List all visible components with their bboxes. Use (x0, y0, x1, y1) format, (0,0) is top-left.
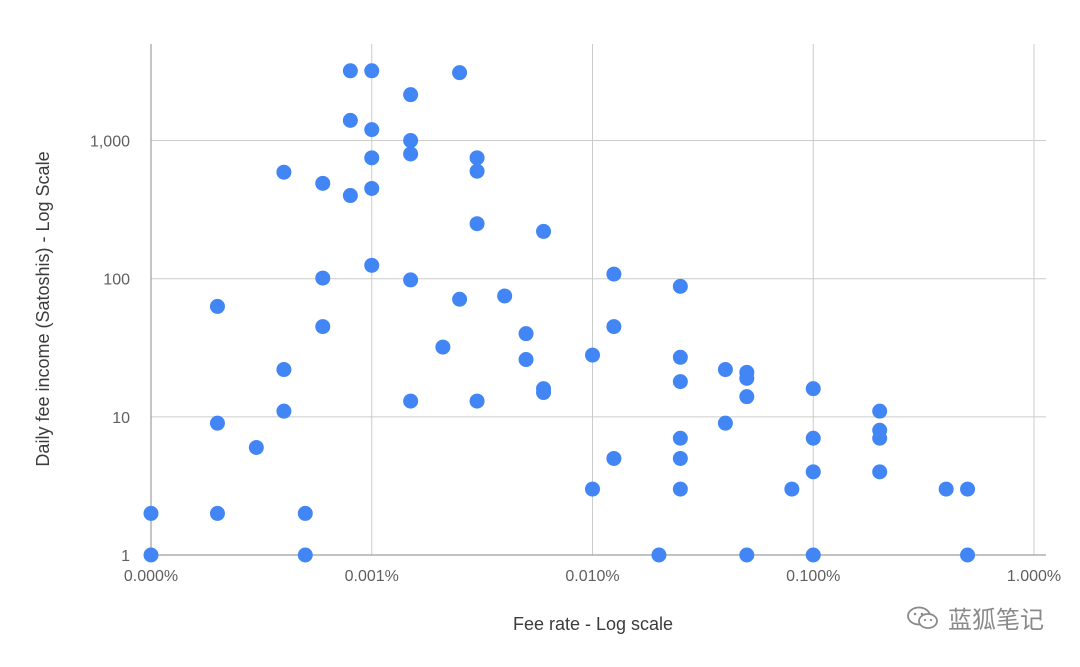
watermark-text: 蓝狐笔记 (948, 606, 1044, 634)
data-point (209, 505, 225, 521)
watermark: 蓝狐笔记 (906, 600, 1044, 635)
y-tick-label: 100 (103, 272, 130, 289)
data-point (364, 122, 380, 138)
data-point (872, 403, 888, 419)
data-point (672, 349, 688, 365)
x-tick-labels: 0.000% 0.001% 0.010% 0.100% 1.000% (124, 568, 1061, 585)
data-point (739, 547, 755, 563)
y-axis-title: Daily fee income (Satoshis) - Log Scale (33, 151, 53, 466)
data-point (518, 326, 534, 342)
data-point (143, 547, 159, 563)
y-tick-label: 10 (112, 410, 130, 427)
data-point (452, 291, 468, 307)
data-point (364, 257, 380, 273)
data-point (805, 547, 821, 563)
y-tick-label: 1 (121, 548, 130, 565)
x-tick-label: 0.001% (345, 568, 399, 585)
data-point (209, 415, 225, 431)
data-point (784, 481, 800, 497)
data-point (469, 216, 485, 232)
data-point (248, 440, 264, 456)
data-point (403, 87, 419, 103)
data-point (364, 150, 380, 166)
data-point (672, 430, 688, 446)
data-point (717, 362, 733, 378)
data-point (497, 288, 513, 304)
data-point (469, 150, 485, 166)
data-point (960, 481, 976, 497)
data-point (585, 347, 600, 363)
data-point (739, 389, 755, 405)
data-point (342, 188, 358, 204)
data-point (536, 385, 552, 401)
x-tick-label: 0.010% (565, 568, 619, 585)
data-point (143, 505, 159, 521)
data-point (672, 374, 688, 390)
data-point (606, 266, 622, 282)
data-point (469, 393, 485, 409)
data-points (143, 63, 976, 563)
x-tick-label: 0.100% (786, 568, 840, 585)
data-point (342, 63, 358, 79)
data-point (315, 270, 331, 286)
data-point (651, 547, 667, 563)
data-point (315, 175, 331, 191)
data-point (960, 547, 976, 563)
data-point (364, 63, 380, 79)
data-point (872, 430, 888, 446)
data-point (469, 163, 485, 179)
data-point (297, 505, 313, 521)
x-tick-label: 1.000% (1007, 568, 1061, 585)
data-point (518, 352, 534, 368)
axes (150, 44, 1046, 556)
data-point (315, 319, 331, 335)
data-point (297, 547, 313, 563)
data-point (606, 450, 622, 466)
y-tick-label: 1,000 (90, 134, 130, 151)
data-point (209, 298, 225, 314)
y-tick-labels: 1 10 100 1,000 (90, 134, 130, 565)
x-axis-title: Fee rate - Log scale (513, 614, 673, 634)
data-point (435, 339, 451, 355)
data-point (585, 481, 600, 497)
data-point (739, 370, 755, 386)
data-point (805, 464, 821, 480)
data-point (872, 464, 888, 480)
data-point (452, 65, 468, 81)
data-point (403, 133, 419, 149)
data-point (403, 146, 419, 162)
data-point (672, 278, 688, 294)
data-point (938, 481, 954, 497)
data-point (672, 481, 688, 497)
x-tick-label: 0.000% (124, 568, 178, 585)
wechat-icon (907, 606, 938, 629)
data-point (672, 450, 688, 466)
data-point (364, 180, 380, 196)
data-point (276, 164, 292, 180)
data-point (805, 381, 821, 397)
data-point (805, 430, 821, 446)
data-point (276, 362, 292, 378)
data-point (606, 319, 622, 335)
data-point (403, 393, 419, 409)
data-point (536, 223, 552, 239)
grid-lines (151, 44, 1046, 555)
data-point (403, 272, 419, 288)
data-point (342, 112, 358, 128)
data-point (717, 415, 733, 431)
data-point (276, 403, 292, 419)
